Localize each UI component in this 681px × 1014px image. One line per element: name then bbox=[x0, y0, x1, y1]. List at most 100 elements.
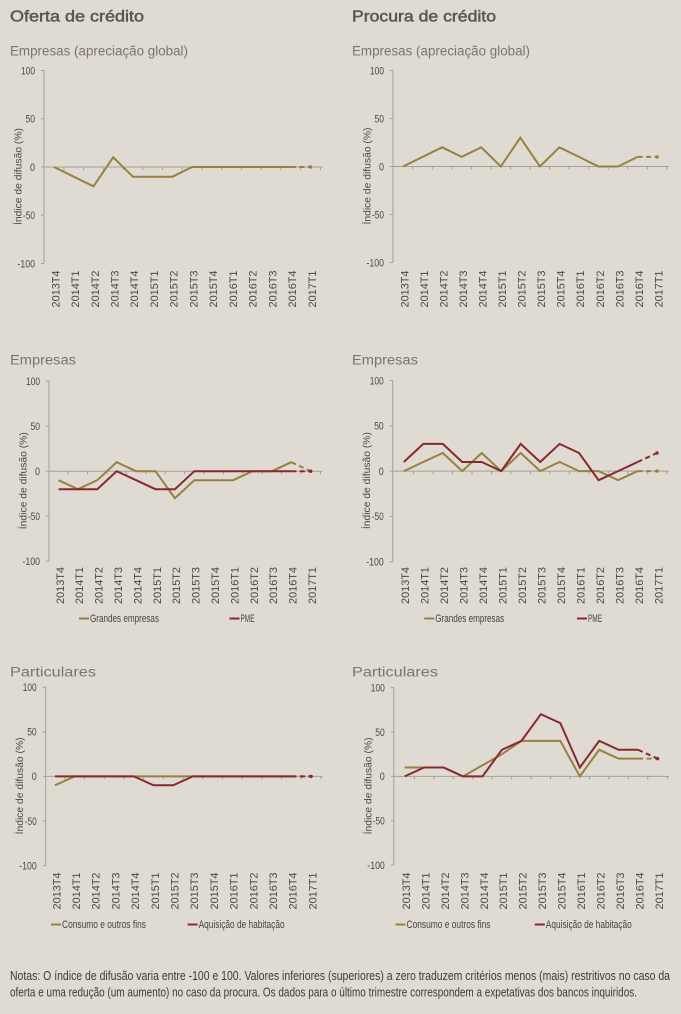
svg-text:Índice de difusão (%): Índice de difusão (%) bbox=[12, 128, 25, 225]
svg-text:2015T2: 2015T2 bbox=[517, 271, 529, 308]
svg-text:2016T1: 2016T1 bbox=[229, 873, 241, 910]
svg-text:2016T2: 2016T2 bbox=[248, 271, 260, 308]
svg-text:2016T3: 2016T3 bbox=[615, 873, 627, 910]
svg-text:2016T4: 2016T4 bbox=[288, 873, 300, 910]
svg-text:2013T4: 2013T4 bbox=[50, 271, 62, 308]
svg-text:2017T1: 2017T1 bbox=[653, 271, 665, 308]
svg-text:50: 50 bbox=[31, 421, 41, 433]
svg-text:Aquisição de habitação: Aquisição de habitação bbox=[546, 919, 632, 931]
svg-text:2016T4: 2016T4 bbox=[634, 567, 646, 604]
svg-text:PME: PME bbox=[588, 613, 602, 625]
svg-text:-100: -100 bbox=[19, 860, 37, 872]
svg-text:2015T2: 2015T2 bbox=[171, 567, 183, 604]
svg-text:2014T4: 2014T4 bbox=[132, 567, 144, 604]
svg-text:2016T4: 2016T4 bbox=[634, 873, 646, 910]
svg-text:2016T3: 2016T3 bbox=[268, 567, 280, 604]
svg-text:Oferta de crédito: Oferta de crédito bbox=[10, 9, 144, 26]
svg-text:Particulares: Particulares bbox=[352, 665, 438, 680]
svg-text:2014T2: 2014T2 bbox=[94, 567, 106, 604]
svg-text:2016T3: 2016T3 bbox=[268, 873, 280, 910]
svg-text:2014T2: 2014T2 bbox=[440, 873, 452, 910]
svg-text:2015T4: 2015T4 bbox=[557, 873, 569, 910]
svg-text:2016T1: 2016T1 bbox=[229, 567, 241, 604]
svg-text:2014T4: 2014T4 bbox=[478, 567, 490, 604]
svg-text:2016T3: 2016T3 bbox=[614, 271, 626, 308]
svg-text:-100: -100 bbox=[18, 258, 36, 270]
svg-text:2016T1: 2016T1 bbox=[228, 271, 240, 308]
svg-text:Grandes empresas: Grandes empresas bbox=[435, 613, 504, 625]
svg-text:2017T1: 2017T1 bbox=[307, 271, 319, 308]
svg-text:2014T2: 2014T2 bbox=[91, 873, 103, 910]
svg-text:2016T3: 2016T3 bbox=[267, 271, 279, 308]
svg-text:2016T2: 2016T2 bbox=[249, 567, 261, 604]
svg-text:Notas: O índice de difusão var: Notas: O índice de difusão varia entre -… bbox=[10, 968, 671, 983]
svg-text:2014T2: 2014T2 bbox=[439, 567, 451, 604]
svg-text:2015T3: 2015T3 bbox=[537, 567, 549, 604]
svg-text:100: 100 bbox=[21, 65, 35, 77]
svg-text:-50: -50 bbox=[25, 816, 37, 828]
svg-text:Procura de crédito: Procura de crédito bbox=[352, 9, 496, 26]
svg-text:2015T4: 2015T4 bbox=[556, 567, 568, 604]
svg-text:2015T3: 2015T3 bbox=[537, 873, 549, 910]
svg-text:Consumo e outros fins: Consumo e outros fins bbox=[407, 919, 491, 931]
svg-text:-100: -100 bbox=[367, 860, 385, 872]
svg-text:2015T2: 2015T2 bbox=[517, 567, 529, 604]
svg-text:2017T1: 2017T1 bbox=[307, 873, 319, 910]
svg-text:2016T1: 2016T1 bbox=[576, 873, 588, 910]
svg-text:2014T3: 2014T3 bbox=[113, 567, 125, 604]
svg-text:2013T4: 2013T4 bbox=[55, 567, 67, 604]
svg-text:2015T1: 2015T1 bbox=[149, 271, 161, 308]
svg-text:2016T4: 2016T4 bbox=[288, 567, 300, 604]
svg-text:2014T4: 2014T4 bbox=[130, 873, 142, 910]
svg-text:2016T2: 2016T2 bbox=[595, 271, 607, 308]
svg-text:2016T4: 2016T4 bbox=[287, 271, 299, 308]
svg-text:100: 100 bbox=[23, 682, 37, 694]
svg-text:50: 50 bbox=[26, 114, 36, 126]
svg-text:2015T3: 2015T3 bbox=[191, 567, 203, 604]
svg-text:2017T1: 2017T1 bbox=[307, 567, 319, 604]
svg-text:2014T3: 2014T3 bbox=[458, 271, 470, 308]
svg-text:2015T3: 2015T3 bbox=[536, 271, 548, 308]
svg-text:2014T4: 2014T4 bbox=[479, 873, 491, 910]
svg-text:Índice de difusão (%): Índice de difusão (%) bbox=[17, 432, 30, 529]
svg-text:2016T1: 2016T1 bbox=[575, 567, 587, 604]
svg-text:2015T1: 2015T1 bbox=[498, 873, 510, 910]
svg-text:2015T1: 2015T1 bbox=[497, 271, 509, 308]
svg-text:2015T1: 2015T1 bbox=[152, 567, 164, 604]
svg-text:2013T4: 2013T4 bbox=[51, 873, 63, 910]
svg-text:100: 100 bbox=[370, 375, 384, 387]
svg-text:-50: -50 bbox=[373, 816, 385, 828]
svg-text:2014T3: 2014T3 bbox=[110, 271, 122, 308]
svg-text:2014T4: 2014T4 bbox=[478, 271, 490, 308]
svg-text:2014T1: 2014T1 bbox=[71, 873, 83, 910]
svg-text:2016T2: 2016T2 bbox=[596, 873, 608, 910]
svg-text:2015T2: 2015T2 bbox=[169, 271, 181, 308]
svg-text:50: 50 bbox=[375, 113, 385, 125]
svg-text:100: 100 bbox=[371, 682, 385, 694]
svg-text:50: 50 bbox=[375, 727, 385, 739]
svg-text:0: 0 bbox=[30, 162, 35, 174]
svg-text:2013T4: 2013T4 bbox=[400, 567, 412, 604]
svg-text:Empresas (apreciação global): Empresas (apreciação global) bbox=[352, 44, 530, 59]
svg-text:50: 50 bbox=[374, 421, 384, 433]
svg-text:2014T1: 2014T1 bbox=[420, 873, 432, 910]
svg-text:-50: -50 bbox=[23, 210, 35, 222]
svg-text:2014T3: 2014T3 bbox=[459, 873, 471, 910]
svg-text:Consumo e outros fins: Consumo e outros fins bbox=[62, 919, 146, 931]
svg-text:2014T2: 2014T2 bbox=[438, 271, 450, 308]
svg-text:2017T1: 2017T1 bbox=[653, 567, 665, 604]
svg-text:2014T2: 2014T2 bbox=[90, 271, 102, 308]
svg-text:Índice de difusão (%): Índice de difusão (%) bbox=[360, 432, 373, 529]
svg-text:2013T4: 2013T4 bbox=[399, 271, 411, 308]
svg-text:2015T2: 2015T2 bbox=[170, 873, 182, 910]
svg-text:2015T4: 2015T4 bbox=[209, 873, 221, 910]
svg-text:2015T3: 2015T3 bbox=[189, 873, 201, 910]
svg-text:Índice de difusão (%): Índice de difusão (%) bbox=[361, 737, 374, 834]
svg-text:-100: -100 bbox=[367, 257, 385, 269]
svg-text:Aquisição de habitação: Aquisição de habitação bbox=[199, 919, 285, 931]
svg-text:2016T4: 2016T4 bbox=[634, 271, 646, 308]
svg-text:Particulares: Particulares bbox=[10, 665, 96, 680]
svg-text:Índice de difusão (%): Índice de difusão (%) bbox=[361, 128, 374, 225]
svg-text:0: 0 bbox=[379, 466, 384, 478]
svg-text:0: 0 bbox=[380, 771, 385, 783]
